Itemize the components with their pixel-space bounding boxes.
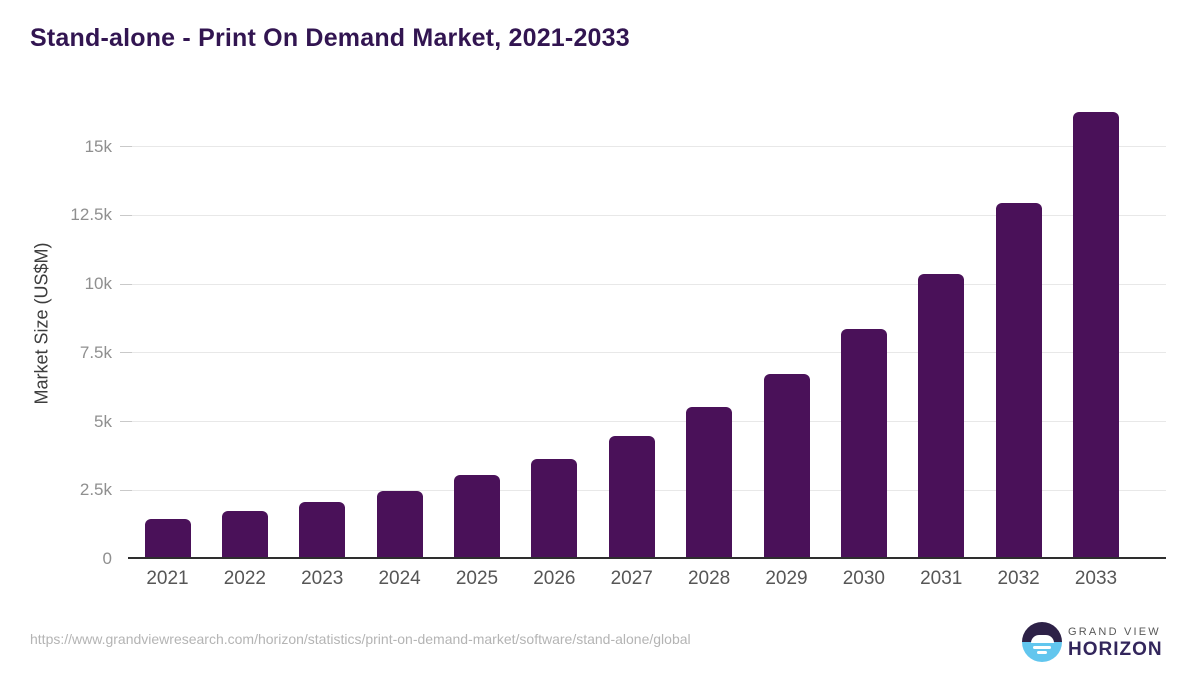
bar-2027[interactable] bbox=[608, 436, 655, 559]
x-tick-label: 2023 bbox=[301, 568, 344, 589]
gridline bbox=[122, 214, 1166, 216]
bar-2024[interactable] bbox=[376, 490, 423, 559]
x-tick-label: 2026 bbox=[533, 568, 576, 589]
y-tick-mark bbox=[120, 214, 132, 216]
x-tick-label: 2033 bbox=[1074, 568, 1118, 589]
y-tick-label: 12.5k bbox=[70, 205, 112, 225]
bar-2031[interactable] bbox=[918, 273, 965, 559]
bar-2026[interactable] bbox=[531, 458, 578, 559]
bar-2028[interactable] bbox=[686, 407, 733, 559]
logo-brand-name: GRAND VIEW bbox=[1068, 626, 1161, 638]
x-tick-label: 2032 bbox=[997, 568, 1040, 589]
bar-2033[interactable] bbox=[1073, 112, 1119, 559]
gridline bbox=[122, 283, 1166, 285]
bar-2021[interactable] bbox=[144, 519, 191, 559]
logo-sun-dome bbox=[1030, 635, 1054, 643]
y-tick-label: 0 bbox=[102, 549, 112, 568]
y-tick-mark bbox=[120, 421, 132, 422]
y-tick-label: 5k bbox=[94, 411, 112, 431]
gridline bbox=[122, 421, 1166, 422]
bar-2025[interactable] bbox=[454, 475, 500, 559]
logo-ripple-line bbox=[1037, 651, 1047, 654]
x-tick-label: 2021 bbox=[146, 568, 189, 589]
y-tick-mark bbox=[120, 489, 132, 491]
y-tick-label: 10k bbox=[84, 274, 112, 293]
bar-2030[interactable] bbox=[840, 329, 887, 559]
bar-2023[interactable] bbox=[299, 501, 346, 559]
bar-2029[interactable] bbox=[763, 374, 810, 559]
y-tick-label: 7.5k bbox=[79, 342, 112, 362]
x-tick-label: 2024 bbox=[378, 568, 421, 589]
x-tick-label: 2031 bbox=[920, 568, 963, 589]
y-tick-mark bbox=[120, 283, 132, 285]
logo-ripple-line bbox=[1033, 646, 1051, 649]
x-tick-label: 2027 bbox=[610, 568, 653, 589]
x-tick-label: 2022 bbox=[223, 568, 267, 589]
x-tick-label: 2030 bbox=[842, 568, 886, 589]
grand-view-horizon-logo: GRAND VIEW HORIZON bbox=[1022, 622, 1172, 664]
x-tick-label: 2028 bbox=[687, 568, 731, 589]
y-tick-label: 2.5k bbox=[79, 480, 112, 500]
bar-2022[interactable] bbox=[221, 510, 268, 559]
y-tick-label: 15k bbox=[84, 136, 112, 156]
y-tick-mark bbox=[120, 352, 132, 354]
gridline bbox=[122, 352, 1166, 354]
x-tick-label: 2029 bbox=[765, 568, 808, 589]
gridline bbox=[122, 146, 1166, 147]
y-tick-mark bbox=[120, 146, 132, 147]
horizon-sun-icon bbox=[1022, 622, 1062, 662]
bar-2032[interactable] bbox=[995, 202, 1042, 559]
x-axis-line bbox=[128, 557, 1166, 559]
source-url: https://www.grandviewresearch.com/horizo… bbox=[30, 631, 691, 647]
x-tick-label: 2025 bbox=[455, 568, 499, 589]
chart-title: Stand-alone - Print On Demand Market, 20… bbox=[30, 24, 630, 52]
logo-product-name: HORIZON bbox=[1068, 639, 1163, 660]
